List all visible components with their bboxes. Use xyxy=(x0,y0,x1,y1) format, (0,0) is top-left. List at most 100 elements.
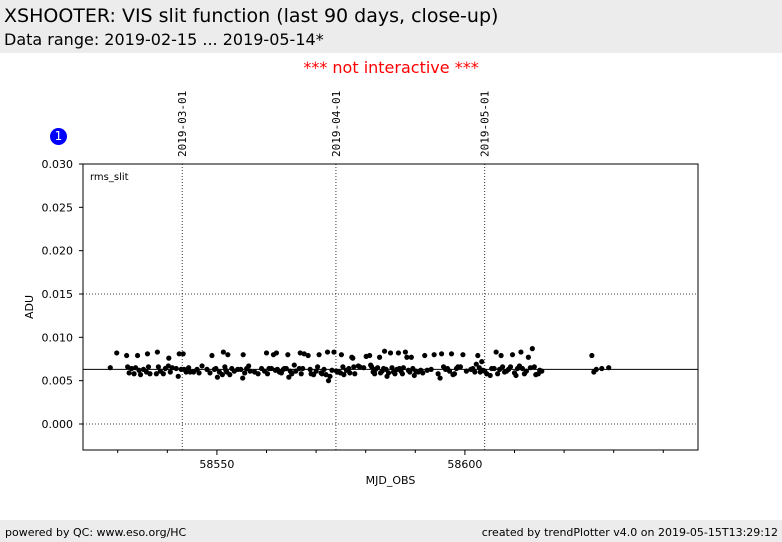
data-point xyxy=(408,354,414,360)
data-point xyxy=(523,368,529,374)
data-point xyxy=(153,371,160,377)
data-point xyxy=(204,366,210,372)
data-point xyxy=(160,371,166,377)
data-point xyxy=(606,365,612,371)
data-point xyxy=(411,372,417,379)
data-point xyxy=(186,365,192,371)
y-tick-label: 0.005 xyxy=(42,375,74,388)
data-point xyxy=(126,370,132,376)
data-point xyxy=(285,352,291,358)
data-point xyxy=(324,349,331,355)
data-point xyxy=(361,365,367,371)
data-point xyxy=(385,370,392,376)
data-point xyxy=(155,364,161,370)
data-point xyxy=(264,371,271,377)
data-point xyxy=(402,349,408,355)
data-point xyxy=(321,366,327,372)
data-point xyxy=(399,371,406,377)
data-point xyxy=(513,372,519,379)
data-point xyxy=(347,370,353,376)
data-point xyxy=(367,352,373,359)
data-point xyxy=(372,371,378,377)
page-title: XSHOOTER: VIS slit function (last 90 day… xyxy=(4,5,499,27)
data-point xyxy=(196,370,202,376)
data-point xyxy=(518,349,524,355)
data-point xyxy=(424,367,430,373)
data-point xyxy=(283,365,289,372)
data-point xyxy=(351,364,357,370)
data-point xyxy=(147,371,153,377)
data-point xyxy=(286,374,292,380)
data-point xyxy=(154,349,160,355)
data-point xyxy=(495,371,501,377)
date-label: 2019-04-01 xyxy=(330,91,343,157)
data-point xyxy=(305,352,311,359)
data-point xyxy=(392,371,398,377)
data-point xyxy=(527,365,533,371)
data-point xyxy=(422,352,428,359)
data-point xyxy=(498,352,504,359)
data-point xyxy=(437,375,443,381)
data-point xyxy=(404,354,410,360)
data-point xyxy=(529,346,535,352)
data-point xyxy=(167,369,173,375)
data-point xyxy=(300,365,306,372)
plot-frame xyxy=(82,163,699,451)
data-point xyxy=(325,378,332,384)
data-point xyxy=(369,364,375,370)
data-point xyxy=(493,349,499,355)
data-point xyxy=(420,370,426,376)
y-tick-label: 0.030 xyxy=(42,158,74,171)
data-point xyxy=(134,352,141,359)
data-point xyxy=(376,354,383,360)
date-label: 2019-05-01 xyxy=(479,91,492,157)
scatter-chart: 2019-03-01 2019-04-01 2019-05-01 0.000 0.005… xyxy=(23,91,699,487)
data-point xyxy=(375,365,381,371)
data-point xyxy=(255,371,261,377)
x-axis-label: MJD_OBS xyxy=(366,474,416,487)
data-point xyxy=(114,350,120,356)
data-point xyxy=(238,366,244,372)
data-point xyxy=(463,368,469,374)
y-tick-label: 0.015 xyxy=(42,288,74,301)
data-point xyxy=(316,352,322,358)
data-point xyxy=(225,352,231,358)
data-point xyxy=(173,365,179,372)
data-point xyxy=(125,364,131,370)
data-point xyxy=(499,364,506,370)
data-point xyxy=(509,352,516,358)
data-point xyxy=(431,352,437,358)
data-point xyxy=(199,363,205,369)
data-point xyxy=(144,351,151,357)
data-point xyxy=(473,361,479,367)
data-point xyxy=(136,367,142,373)
data-point xyxy=(301,351,307,357)
data-point xyxy=(131,371,137,377)
data-point xyxy=(507,364,514,370)
data-point xyxy=(589,352,595,359)
data-point xyxy=(487,372,493,379)
data-point xyxy=(438,351,445,357)
x-tick-label: 58550 xyxy=(199,458,234,471)
data-point xyxy=(338,352,344,358)
data-point xyxy=(176,351,182,357)
data-range-subtitle: Data range: 2019-02-15 ... 2019-05-14* xyxy=(4,30,324,49)
data-point xyxy=(387,350,394,356)
y-tick-label: 0.025 xyxy=(42,201,74,214)
data-point xyxy=(331,349,337,355)
data-point xyxy=(346,365,352,372)
data-point xyxy=(242,370,248,376)
data-point xyxy=(247,368,253,374)
data-point xyxy=(428,366,434,372)
data-point xyxy=(209,352,215,359)
report-header: XSHOOTER: VIS slit function (last 90 day… xyxy=(0,0,782,53)
data-point xyxy=(357,364,363,370)
y-tick-label: 0.010 xyxy=(42,331,74,344)
data-point xyxy=(340,364,346,370)
data-point xyxy=(273,350,280,356)
data-point xyxy=(475,352,481,359)
data-point xyxy=(180,351,186,357)
data-point xyxy=(352,371,358,377)
data-point xyxy=(263,350,270,356)
data-point xyxy=(313,368,319,374)
